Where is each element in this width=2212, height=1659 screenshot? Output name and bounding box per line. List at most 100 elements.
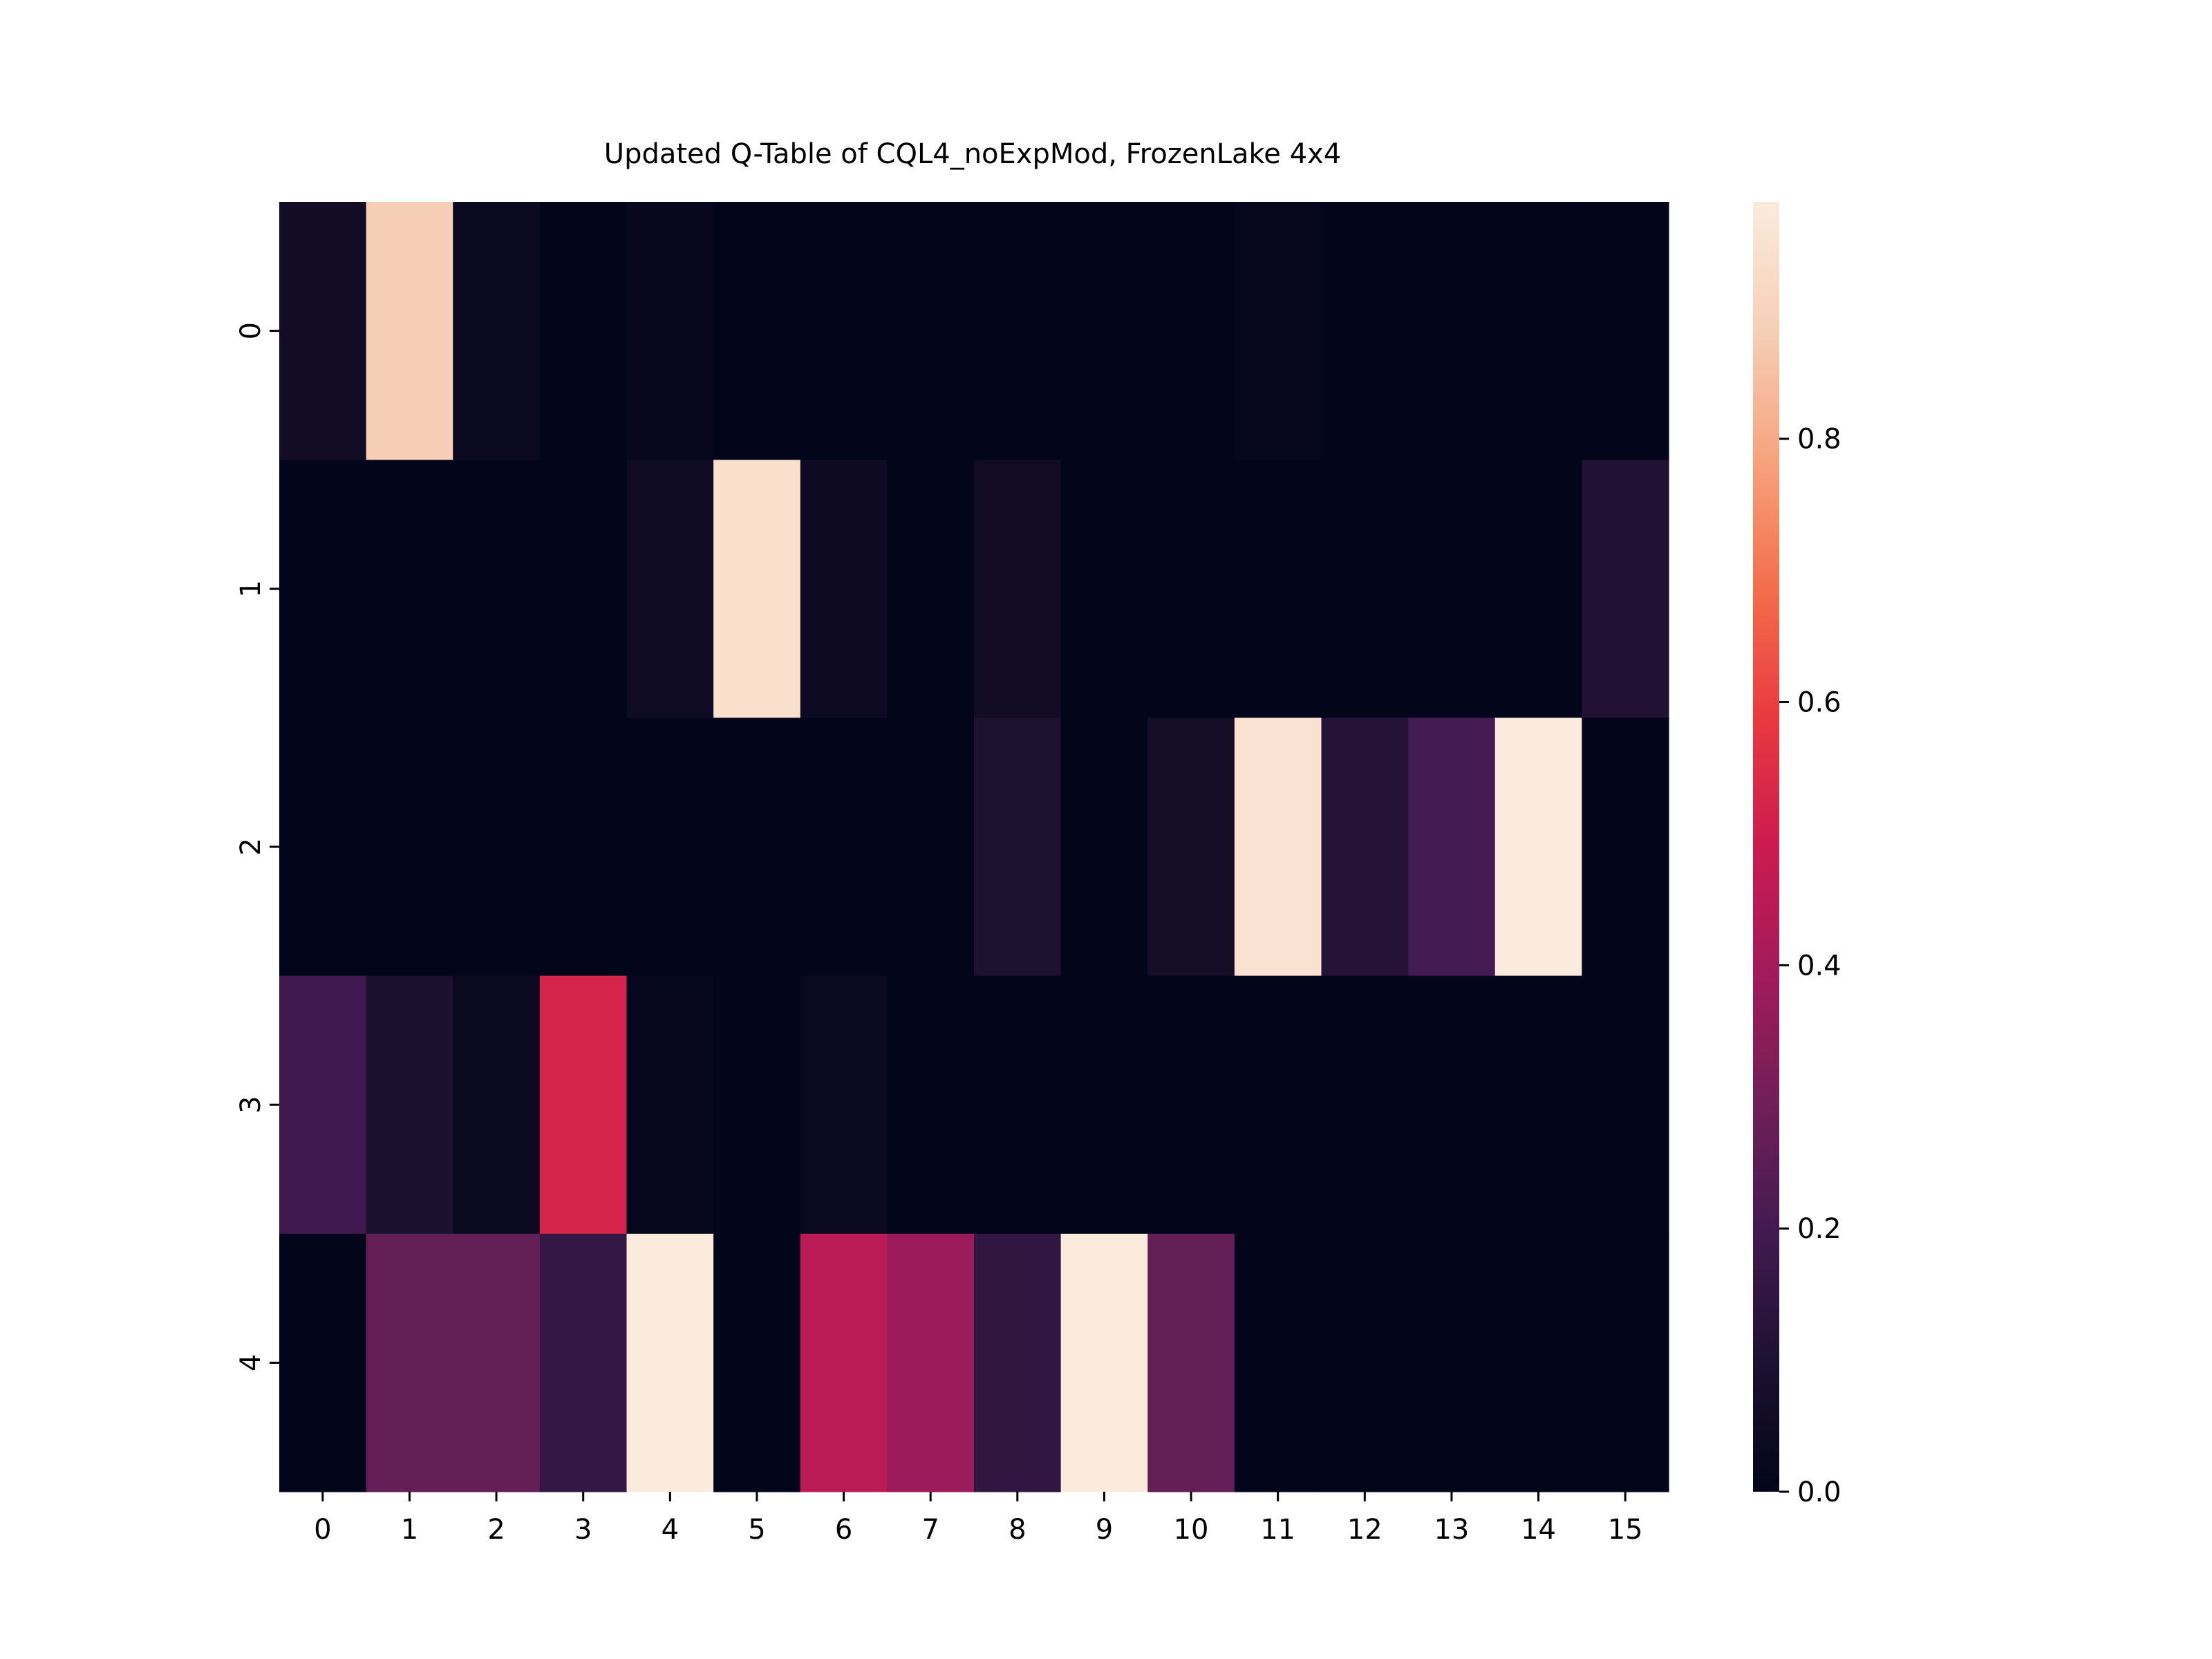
heatmap-cell <box>1494 975 1582 1235</box>
heatmap-cell <box>1234 718 1322 977</box>
colorbar-tick-label: 0.4 <box>1797 950 1841 982</box>
heatmap-cell <box>366 460 453 718</box>
heatmap-cell <box>1408 202 1496 460</box>
heatmap-cell <box>974 460 1062 718</box>
heatmap-cell <box>800 460 888 718</box>
heatmap-cell <box>1408 718 1496 977</box>
heatmap-cell <box>1147 460 1235 718</box>
heatmap-cell <box>1321 975 1409 1235</box>
chart-title: Updated Q-Table of CQL4_noExpMod, Frozen… <box>604 138 1341 170</box>
heatmap-cell <box>800 718 888 977</box>
heatmap-cell <box>539 1233 628 1492</box>
heatmap-cell <box>626 460 714 718</box>
heatmap-cell <box>1234 975 1322 1235</box>
x-tick-label: 6 <box>835 1514 852 1546</box>
x-tick-label: 5 <box>748 1514 765 1546</box>
heatmap-cell <box>887 202 975 460</box>
heatmap-cell <box>887 975 975 1235</box>
heatmap-cell <box>1321 718 1409 977</box>
x-tick-label: 7 <box>921 1514 939 1546</box>
heatmap-cell <box>1321 202 1409 460</box>
heatmap-cell <box>453 460 541 718</box>
heatmap-cell <box>279 1233 367 1492</box>
heatmap-cell <box>974 975 1062 1235</box>
heatmap-cell <box>453 202 541 460</box>
heatmap-cell <box>279 975 367 1235</box>
heatmap-cell <box>366 1233 453 1492</box>
heatmap-cell <box>1582 975 1669 1235</box>
x-axis: 0 1 2 3 4 5 6 7 8 9 10 11 12 13 14 15 <box>314 1492 1643 1546</box>
x-tick-label: 15 <box>1608 1514 1643 1546</box>
heatmap-cell <box>626 718 714 977</box>
heatmap-cell <box>713 202 801 460</box>
colorbar-tick-label: 0.8 <box>1797 424 1841 456</box>
heatmap-cell <box>539 202 628 460</box>
x-tick-label: 13 <box>1434 1514 1469 1546</box>
heatmap-cell <box>887 718 975 977</box>
heatmap-cell <box>713 460 801 718</box>
colorbar-tick-label: 0.6 <box>1797 687 1841 719</box>
heatmap-cell <box>1060 460 1148 718</box>
x-tick-label: 14 <box>1521 1514 1556 1546</box>
heatmap-cell <box>539 975 628 1235</box>
heatmap-cell <box>887 1233 975 1492</box>
heatmap-cell <box>1408 975 1496 1235</box>
heatmap-cell <box>1408 1233 1496 1492</box>
heatmap-cell <box>974 718 1062 977</box>
heatmap-cell <box>626 1233 714 1492</box>
x-tick-label: 8 <box>1009 1514 1026 1546</box>
heatmap-cell <box>539 718 628 977</box>
heatmap-cell <box>1494 460 1582 718</box>
x-tick-label: 2 <box>487 1514 505 1546</box>
x-tick-label: 11 <box>1260 1514 1295 1546</box>
heatmap-cell <box>626 975 714 1235</box>
heatmap-cell <box>1234 1233 1322 1492</box>
y-tick-label: 0 <box>235 322 267 339</box>
heatmap-cell <box>1234 202 1322 460</box>
heatmap-cell <box>713 718 801 977</box>
x-tick-label: 3 <box>574 1514 592 1546</box>
heatmap-cell <box>1060 1233 1148 1492</box>
y-tick-label: 2 <box>235 838 267 855</box>
heatmap-cell <box>1147 718 1235 977</box>
heatmap-cell <box>453 1233 541 1492</box>
heatmap-cell <box>279 718 367 977</box>
y-tick-label: 4 <box>235 1354 267 1371</box>
heatmap-cell <box>1147 975 1235 1235</box>
heatmap-cell <box>366 975 453 1235</box>
heatmap-cell <box>366 718 453 977</box>
heatmap-cell <box>366 202 453 460</box>
heatmap-cell <box>887 460 975 718</box>
x-tick-label: 10 <box>1174 1514 1209 1546</box>
x-tick-label: 9 <box>1096 1514 1113 1546</box>
heatmap-cells <box>279 202 1669 1492</box>
heatmap-cell <box>1582 718 1669 977</box>
x-tick-label: 12 <box>1347 1514 1382 1546</box>
heatmap-cell <box>800 1233 888 1492</box>
heatmap-cell <box>713 975 801 1235</box>
heatmap-cell <box>1408 460 1496 718</box>
heatmap-cell <box>1060 202 1148 460</box>
heatmap-cell <box>453 718 541 977</box>
heatmap-cell <box>1147 202 1235 460</box>
heatmap-cell <box>1582 460 1669 718</box>
heatmap-cell <box>1147 1233 1235 1492</box>
heatmap-cell <box>1582 1233 1669 1492</box>
heatmap-cell <box>800 975 888 1235</box>
heatmap-cell <box>1060 718 1148 977</box>
colorbar-gradient <box>1753 202 1779 1492</box>
x-tick-label: 4 <box>662 1514 679 1546</box>
y-tick-label: 1 <box>235 580 267 597</box>
heatmap-cell <box>1234 460 1322 718</box>
heatmap-cell <box>1321 1233 1409 1492</box>
y-axis: 0 1 2 3 4 <box>235 322 279 1371</box>
y-tick-label: 3 <box>235 1096 267 1113</box>
x-tick-label: 1 <box>401 1514 418 1546</box>
heatmap-cell <box>1060 975 1148 1235</box>
heatmap-cell <box>713 1233 801 1492</box>
heatmap-cell <box>974 1233 1062 1492</box>
heatmap-cell <box>1494 718 1582 977</box>
heatmap-cell <box>1494 1233 1582 1492</box>
heatmap-cell <box>1494 202 1582 460</box>
